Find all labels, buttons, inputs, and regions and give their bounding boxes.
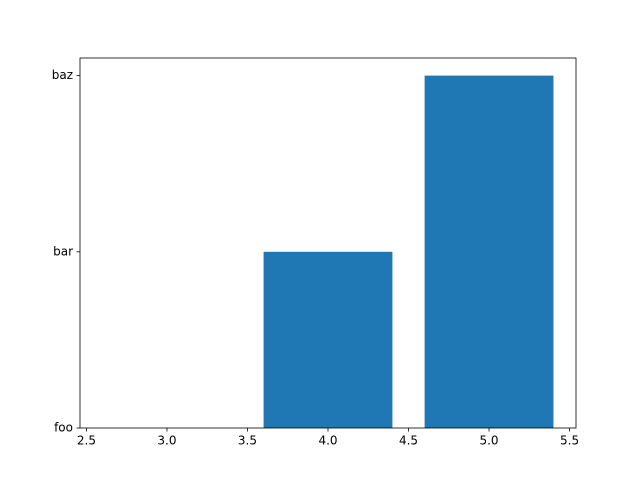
- y-tick-label: foo: [54, 421, 73, 435]
- bar: [424, 75, 554, 428]
- x-tick-label: 3.0: [157, 434, 176, 448]
- x-tick-label: 4.5: [399, 434, 418, 448]
- x-tick-label: 5.5: [560, 434, 579, 448]
- x-tick-label: 4.0: [318, 434, 337, 448]
- bar: [263, 251, 393, 428]
- x-tick-label: 3.5: [238, 434, 257, 448]
- y-tick-label: bar: [53, 244, 73, 258]
- x-tick-label: 2.5: [77, 434, 96, 448]
- plot-frame: [79, 57, 577, 429]
- y-tick-label: baz: [52, 68, 73, 82]
- x-tick-label: 5.0: [479, 434, 498, 448]
